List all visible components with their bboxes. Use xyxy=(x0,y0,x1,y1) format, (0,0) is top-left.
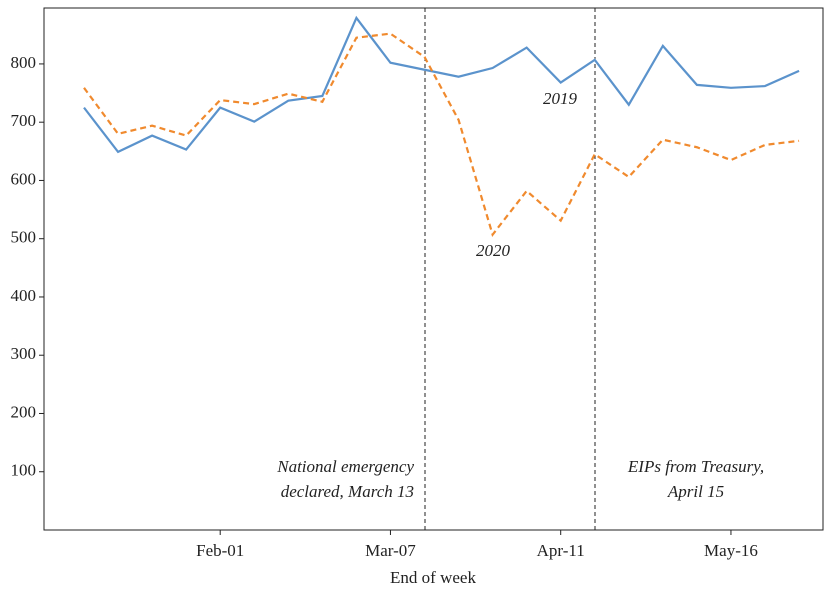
annotation: National emergency xyxy=(276,457,414,476)
annotation: declared, March 13 xyxy=(281,482,414,501)
y-tick-label: 300 xyxy=(11,344,37,363)
y-tick-label: 700 xyxy=(11,111,37,130)
y-tick-label: 500 xyxy=(11,228,37,247)
x-tick-label: Apr-11 xyxy=(537,541,585,560)
series-label: 2019 xyxy=(543,89,578,108)
x-tick-label: May-16 xyxy=(704,541,758,560)
annotation: EIPs from Treasury, xyxy=(627,457,764,476)
series-label: 2020 xyxy=(476,241,511,260)
annotation: April 15 xyxy=(667,482,724,501)
x-tick-label: Mar-07 xyxy=(365,541,416,560)
y-tick-label: 400 xyxy=(11,286,37,305)
y-tick-label: 800 xyxy=(11,53,37,72)
y-tick-label: 200 xyxy=(11,402,37,421)
y-tick-label: 100 xyxy=(11,461,37,480)
y-tick-label: 600 xyxy=(11,169,37,188)
series-line xyxy=(83,32,800,237)
plot-frame xyxy=(43,7,824,531)
x-axis-label: End of week xyxy=(390,568,476,587)
x-tick-label: Feb-01 xyxy=(196,541,244,560)
series-line xyxy=(83,15,800,154)
